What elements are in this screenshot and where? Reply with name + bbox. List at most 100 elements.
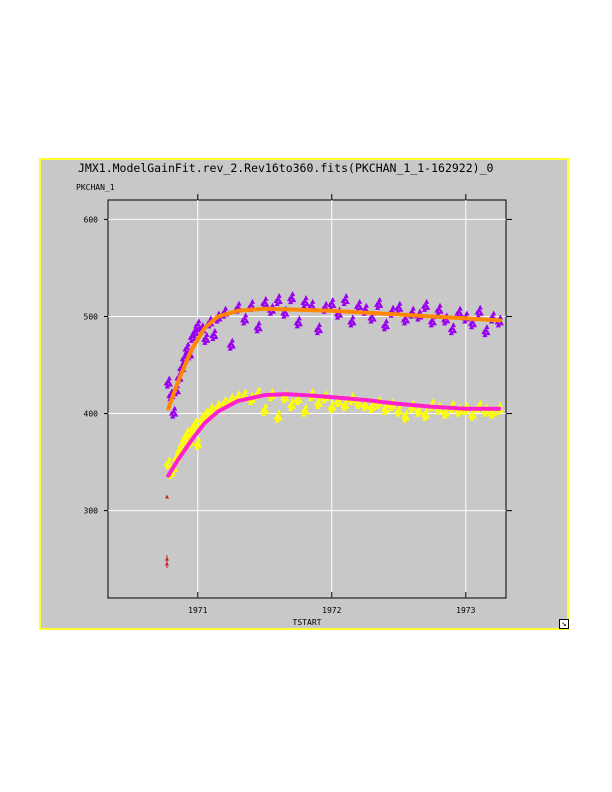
- data-point: [356, 298, 363, 304]
- data-point: [277, 299, 283, 305]
- data-point: [482, 332, 488, 338]
- plot-area: [107, 199, 507, 599]
- data-point: [378, 302, 384, 308]
- data-point: [464, 401, 470, 407]
- data-point: [166, 375, 172, 381]
- data-point: [435, 409, 441, 415]
- data-point: [497, 314, 503, 320]
- data-point: [401, 320, 408, 326]
- data-point: [287, 299, 294, 305]
- data-point: [274, 301, 280, 307]
- fit-curve: [166, 306, 502, 411]
- data-point: [257, 326, 263, 332]
- data-point: [404, 415, 411, 421]
- data-point: [485, 330, 491, 336]
- data-point: [236, 300, 242, 306]
- data-point: [388, 405, 394, 411]
- data-point: [397, 300, 403, 306]
- data-point: [458, 311, 464, 317]
- data-point: [415, 411, 421, 417]
- data-point: [421, 415, 428, 421]
- data-point: [250, 398, 256, 404]
- data-point: [348, 322, 354, 328]
- data-point: [448, 330, 454, 336]
- data-point: [410, 305, 416, 311]
- data-point: [173, 466, 179, 472]
- data-point: [281, 398, 287, 404]
- data-point: [173, 411, 179, 417]
- data-point: [497, 401, 503, 407]
- data-point: [404, 318, 411, 324]
- data-point: [495, 322, 501, 328]
- x-tick-label: 1972: [322, 606, 341, 615]
- data-point: [287, 405, 294, 411]
- data-point: [445, 411, 451, 417]
- data-point: [375, 304, 381, 310]
- data-point: [391, 403, 397, 409]
- data-point: [194, 444, 200, 450]
- data-point: [296, 315, 302, 321]
- fit-curve: [166, 392, 502, 478]
- data-point: [310, 388, 316, 394]
- data-point: [331, 405, 337, 411]
- data-point: [435, 310, 441, 316]
- x-tick-label: 1971: [188, 606, 207, 615]
- data-point: [498, 407, 504, 413]
- data-point: [468, 324, 475, 330]
- data-point: [334, 401, 341, 407]
- data-point: [348, 400, 354, 406]
- data-point: [475, 312, 481, 318]
- data-point: [229, 393, 235, 398]
- data-point: [408, 407, 414, 413]
- resize-arrow-icon[interactable]: ↘: [559, 619, 569, 629]
- data-point: [468, 415, 475, 421]
- y-tick-label: 300: [84, 507, 99, 516]
- data-point: [290, 403, 297, 409]
- data-point: [191, 333, 197, 339]
- data-point: [188, 430, 195, 436]
- data-point: [343, 293, 349, 299]
- data-point: [164, 383, 170, 389]
- data-point: [281, 313, 287, 319]
- data-point: [330, 399, 336, 405]
- data-point: [455, 411, 461, 417]
- data-point: [196, 318, 202, 324]
- data-point: [430, 397, 436, 403]
- data-point: [375, 403, 381, 409]
- data-point: [264, 408, 270, 414]
- data-point: [368, 318, 374, 324]
- data-point: [209, 402, 215, 408]
- data-point: [210, 335, 216, 341]
- data-point: [491, 411, 498, 417]
- data-point: [421, 306, 428, 312]
- x-axis-label: TSTART: [293, 618, 322, 627]
- data-point: [247, 400, 253, 406]
- data-point: [477, 304, 483, 310]
- data-point: [303, 294, 309, 300]
- data-point: [185, 341, 191, 347]
- x-tick-label: 1973: [456, 606, 475, 615]
- data-point: [216, 399, 222, 405]
- data-point: [167, 381, 173, 387]
- data-point: [390, 304, 396, 310]
- data-point: [423, 407, 430, 413]
- data-point: [294, 323, 300, 329]
- data-point: [317, 401, 323, 407]
- data-point: [301, 411, 307, 417]
- data-point: [317, 328, 323, 334]
- data-point: [167, 462, 173, 468]
- data-point: [314, 403, 320, 409]
- data-point: [194, 326, 200, 332]
- data-point: [222, 395, 229, 401]
- data-point: [417, 308, 423, 314]
- data-point: [164, 464, 170, 470]
- data-point: [207, 410, 213, 416]
- data-point: [276, 409, 282, 415]
- data-point: [310, 298, 316, 304]
- data-point: [263, 402, 269, 408]
- data-point: [397, 403, 403, 409]
- data-point: [371, 405, 377, 411]
- y-tick-label: 600: [84, 215, 99, 224]
- data-point: [344, 403, 350, 409]
- data-point: [354, 403, 361, 409]
